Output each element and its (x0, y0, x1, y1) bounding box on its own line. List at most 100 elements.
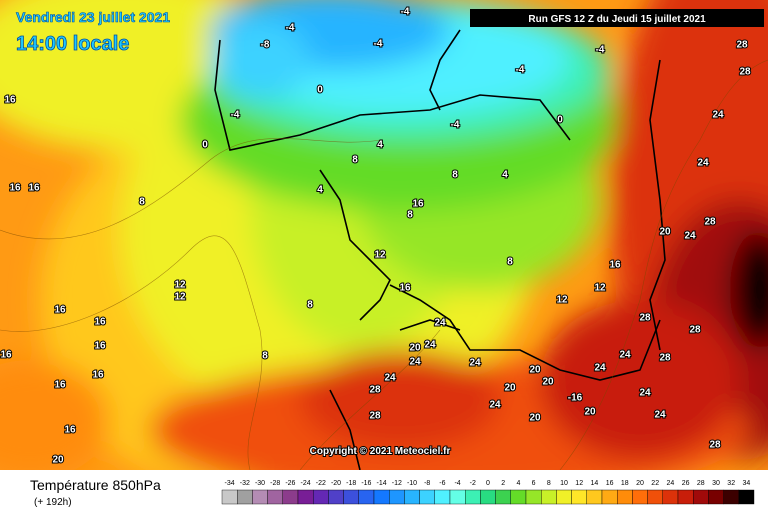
scale-swatch (434, 489, 451, 505)
run-info: Run GFS 12 Z du Jeudi 15 juillet 2021 (528, 14, 706, 25)
contour-label: 16 (92, 370, 104, 381)
contour-label: 8 (352, 155, 358, 166)
scale-swatch (373, 489, 390, 505)
contour-label: 0 (557, 115, 563, 126)
legend-lead: (+ 192h) (34, 497, 72, 508)
scale-tick-label: 2 (501, 480, 505, 487)
scale-swatch (738, 489, 755, 505)
scale-swatch (495, 489, 512, 505)
scale-tick-label: 8 (547, 480, 551, 487)
contour-label: 24 (469, 358, 481, 369)
scale-swatch (449, 489, 466, 505)
contour-label: 20 (529, 413, 541, 424)
contour-label: 24 (384, 373, 396, 384)
contours (0, 59, 768, 470)
contour-label: 0 (202, 140, 208, 151)
scale-tick-label: -28 (270, 480, 280, 487)
contour-label: 12 (594, 283, 606, 294)
scale-swatch (313, 489, 329, 505)
contour-label: 24 (697, 158, 709, 169)
contour-label: 0 (317, 85, 323, 96)
scale-swatch (571, 489, 587, 505)
contour-label: -4 (516, 65, 525, 76)
contour-label: 16 (28, 183, 40, 194)
scale-swatch (252, 489, 268, 505)
contour-label: 16 (54, 305, 66, 316)
contour-label: 24 (409, 357, 421, 368)
scale-swatch (617, 489, 633, 505)
scale-tick-label: 12 (575, 480, 583, 487)
contour-label: 4 (502, 170, 508, 181)
contour-label: -4 (286, 23, 295, 34)
contour-label: 8 (139, 197, 145, 208)
scale-tick-label: -20 (331, 480, 341, 487)
scale-tick-label: 32 (727, 480, 735, 487)
contour-label: 4 (317, 185, 323, 196)
scale-tick-label: -30 (255, 480, 265, 487)
contour-label: 24 (619, 350, 631, 361)
contour-label: 16 (4, 95, 16, 106)
scale-swatch (465, 489, 481, 505)
contour-label: 24 (654, 410, 666, 421)
contour-label: -4 (231, 110, 240, 121)
contour-label: 16 (94, 341, 106, 352)
coastlines (214, 29, 666, 470)
scale-tick-label: -18 (346, 480, 356, 487)
scale-tick-label: 34 (743, 480, 751, 487)
scale-tick-label: 14 (591, 480, 599, 487)
scale-swatch (556, 489, 572, 505)
contour-label: -16 (568, 393, 583, 404)
contour-label: 16 (9, 183, 21, 194)
contour-label: 16 (94, 317, 106, 328)
scale-swatch (677, 489, 694, 505)
scale-tick-label: 22 (651, 480, 659, 487)
run-box (470, 9, 764, 27)
scale-swatch (647, 489, 663, 505)
contour-label: 20 (584, 407, 596, 418)
contour-label: 16 (412, 199, 424, 210)
scale-tick-label: -22 (316, 480, 326, 487)
contour-label: 24 (489, 400, 501, 411)
contour-label: 28 (659, 353, 671, 364)
scale-tick-label: -32 (240, 480, 250, 487)
contour-label: 8 (262, 351, 268, 362)
contour-label: 16 (399, 283, 411, 294)
scale-swatch (525, 489, 542, 505)
scale-swatch (343, 489, 360, 505)
scale-tick-label: -14 (377, 480, 387, 487)
scale-tick-label: -12 (392, 480, 402, 487)
contour-label: 12 (556, 295, 568, 306)
scale-tick-label: -24 (301, 480, 311, 487)
scale-tick-label: -16 (361, 480, 371, 487)
scale-swatch (358, 489, 375, 505)
contour-label: 28 (689, 325, 701, 336)
contour-label: 4 (377, 140, 383, 151)
date: Vendredi 23 juillet 2021 (16, 9, 170, 25)
scale-tick-label: 0 (486, 480, 490, 487)
contour-label: 24 (712, 110, 724, 121)
contour-label: 8 (507, 257, 513, 268)
contour-label: 28 (639, 313, 651, 324)
scale-tick-label: -4 (454, 480, 460, 487)
contour-label: 24 (594, 363, 606, 374)
contour-label: 24 (639, 388, 651, 399)
contour-label: 8 (452, 170, 458, 181)
scale-swatch (297, 489, 314, 505)
scale-swatch (221, 489, 238, 505)
contour-label: 12 (174, 280, 186, 291)
contour-label: 20 (409, 343, 421, 354)
contour-label: 28 (704, 217, 716, 228)
scale-swatch (541, 489, 557, 505)
contour-label: 20 (504, 383, 516, 394)
scale-tick-label: 30 (712, 480, 720, 487)
scale-swatch (693, 489, 709, 505)
scale-tick-label: 4 (516, 480, 520, 487)
contour-label: 8 (307, 300, 313, 311)
contour-label: 28 (369, 385, 381, 396)
scale-swatch (723, 489, 739, 505)
scale-swatch (601, 489, 618, 505)
contour-label: 28 (739, 67, 751, 78)
scale-swatch (632, 489, 648, 505)
color-scale: -34 -32 -30 -28 -26 -24 -22 -20 -18 -16 -14 -12 -10-… (221, 480, 755, 505)
